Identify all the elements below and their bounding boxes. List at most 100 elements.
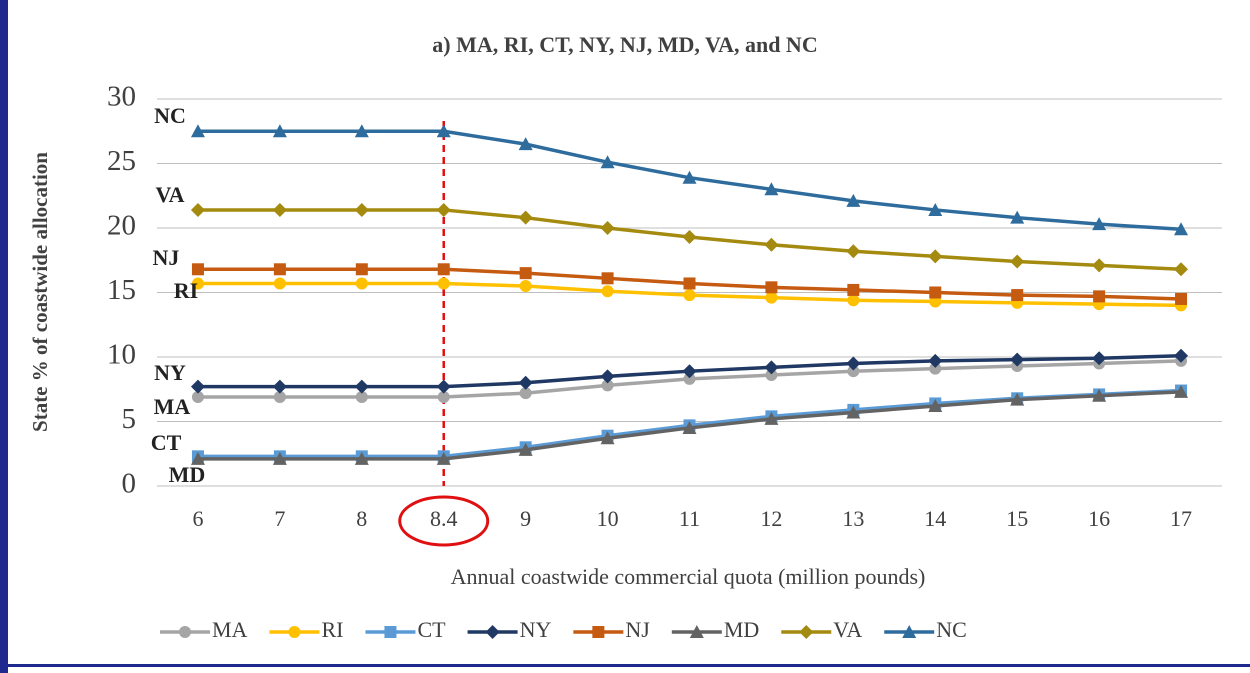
legend-item: MD [671,617,759,642]
legend-marker [179,626,191,638]
point [191,263,204,276]
point [273,277,286,290]
y-tick-label: 30 [107,81,136,113]
point [1010,392,1025,406]
legend-item: NC [884,617,967,642]
legend-marker [384,626,397,638]
x-tick-label: 17 [1170,506,1192,531]
point [436,202,451,217]
point [272,202,287,217]
point [764,182,779,196]
point [355,390,368,403]
legend-item: MA [160,617,248,642]
point [682,170,697,184]
x-tick-label: 7 [274,506,285,531]
left-border [0,0,8,673]
point [437,277,450,290]
point [601,272,614,285]
x-tick-label: 13 [842,506,864,531]
point [191,390,204,403]
point [1174,262,1189,277]
y-axis-label: State % of coastwide allocation [28,152,52,432]
point [354,451,369,465]
point [682,230,697,245]
x-tick-label: 10 [597,506,619,531]
point [437,390,450,403]
point [437,263,450,276]
point [1174,384,1189,398]
point [847,365,860,378]
highlight-ellipse [398,495,490,547]
series-annotation: MD [169,462,206,487]
point [1093,290,1106,303]
point [436,124,451,138]
legend-marker [902,625,917,638]
point [600,431,615,445]
point [519,267,532,280]
point [600,369,615,384]
point [1010,352,1025,367]
legend-marker [799,625,814,639]
series-annotation: CT [151,430,182,455]
point [190,202,205,217]
point [190,124,205,138]
series-annotation: NJ [153,245,180,270]
point [273,390,286,403]
y-tick-label: 0 [122,468,137,500]
series-annotation: NC [154,103,186,128]
point [846,244,861,259]
legend-label: MD [724,617,759,642]
y-tick-label: 15 [107,274,136,306]
y-tick-label: 20 [107,210,136,242]
point [355,263,368,276]
point [928,249,943,264]
chart-title: a) MA, RI, CT, NY, NJ, MD, VA, and NC [432,32,817,57]
x-tick-label: 6 [192,506,203,531]
point [354,124,369,138]
point [1092,258,1107,273]
point [846,193,861,207]
point [847,283,860,296]
point [682,364,697,379]
y-tick-label: 25 [107,145,136,177]
point [519,280,532,293]
series-annotation: RI [174,278,198,303]
point [847,294,860,307]
point [1010,254,1025,269]
point [272,379,287,394]
x-tick-label: 11 [679,506,700,531]
point [682,420,697,434]
point [1175,292,1188,305]
point [355,277,368,290]
legend-label: NJ [625,617,650,642]
legend-label: RI [321,617,343,642]
point [518,137,533,151]
point [1011,289,1024,302]
point [928,353,943,368]
point [601,379,614,392]
point [354,202,369,217]
point [846,356,861,371]
point [518,210,533,225]
x-tick-label: 12 [760,506,782,531]
legend-label: MA [212,617,248,642]
point [683,372,696,385]
point [929,295,942,308]
point [929,362,942,375]
point [600,221,615,235]
legend-label: CT [417,617,446,642]
point [683,289,696,302]
point [272,451,287,465]
point [1092,388,1107,402]
bottom-border [0,664,1250,667]
point [354,379,369,394]
point [273,263,286,276]
point [436,451,451,465]
point [600,155,615,169]
x-tick-label: 8 [356,506,367,531]
point [519,387,532,400]
x-axis-label: Annual coastwide commercial quota (milli… [451,564,926,589]
point [190,379,205,394]
series-annotation: NY [154,360,186,385]
